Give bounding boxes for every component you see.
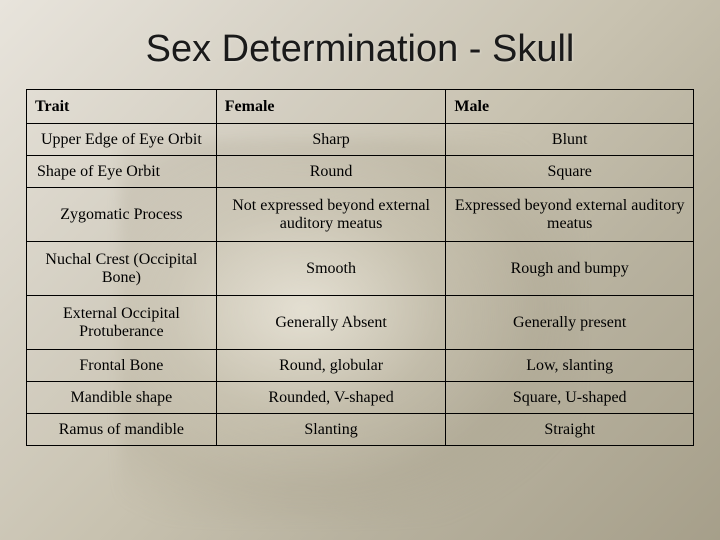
male-cell: Blunt bbox=[446, 124, 694, 156]
trait-cell: External Occipital Protuberance bbox=[27, 296, 217, 350]
table-row: Upper Edge of Eye Orbit Sharp Blunt bbox=[27, 124, 694, 156]
table-row: Shape of Eye Orbit Round Square bbox=[27, 156, 694, 188]
female-cell: Sharp bbox=[216, 124, 446, 156]
table-body: Upper Edge of Eye Orbit Sharp Blunt Shap… bbox=[27, 124, 694, 446]
table-row: Mandible shape Rounded, V-shaped Square,… bbox=[27, 382, 694, 414]
table-header-row: Trait Female Male bbox=[27, 90, 694, 124]
column-header-male: Male bbox=[446, 90, 694, 124]
trait-cell: Upper Edge of Eye Orbit bbox=[27, 124, 217, 156]
page-title: Sex Determination - Skull bbox=[0, 0, 720, 89]
table-row: Frontal Bone Round, globular Low, slanti… bbox=[27, 350, 694, 382]
female-cell: Round, globular bbox=[216, 350, 446, 382]
female-cell: Smooth bbox=[216, 242, 446, 296]
trait-cell: Nuchal Crest (Occipital Bone) bbox=[27, 242, 217, 296]
female-cell: Slanting bbox=[216, 414, 446, 446]
male-cell: Straight bbox=[446, 414, 694, 446]
table-row: Ramus of mandible Slanting Straight bbox=[27, 414, 694, 446]
female-cell: Rounded, V-shaped bbox=[216, 382, 446, 414]
male-cell: Rough and bumpy bbox=[446, 242, 694, 296]
column-header-trait: Trait bbox=[27, 90, 217, 124]
male-cell: Low, slanting bbox=[446, 350, 694, 382]
table-row: External Occipital Protuberance Generall… bbox=[27, 296, 694, 350]
male-cell: Square, U-shaped bbox=[446, 382, 694, 414]
column-header-female: Female bbox=[216, 90, 446, 124]
female-cell: Generally Absent bbox=[216, 296, 446, 350]
trait-cell: Shape of Eye Orbit bbox=[27, 156, 217, 188]
trait-cell: Ramus of mandible bbox=[27, 414, 217, 446]
table-row: Zygomatic Process Not expressed beyond e… bbox=[27, 188, 694, 242]
table-row: Nuchal Crest (Occipital Bone) Smooth Rou… bbox=[27, 242, 694, 296]
male-cell: Square bbox=[446, 156, 694, 188]
male-cell: Expressed beyond external auditory meatu… bbox=[446, 188, 694, 242]
female-cell: Round bbox=[216, 156, 446, 188]
trait-cell: Frontal Bone bbox=[27, 350, 217, 382]
male-cell: Generally present bbox=[446, 296, 694, 350]
trait-cell: Zygomatic Process bbox=[27, 188, 217, 242]
trait-cell: Mandible shape bbox=[27, 382, 217, 414]
skull-trait-table: Trait Female Male Upper Edge of Eye Orbi… bbox=[26, 89, 694, 446]
female-cell: Not expressed beyond external auditory m… bbox=[216, 188, 446, 242]
